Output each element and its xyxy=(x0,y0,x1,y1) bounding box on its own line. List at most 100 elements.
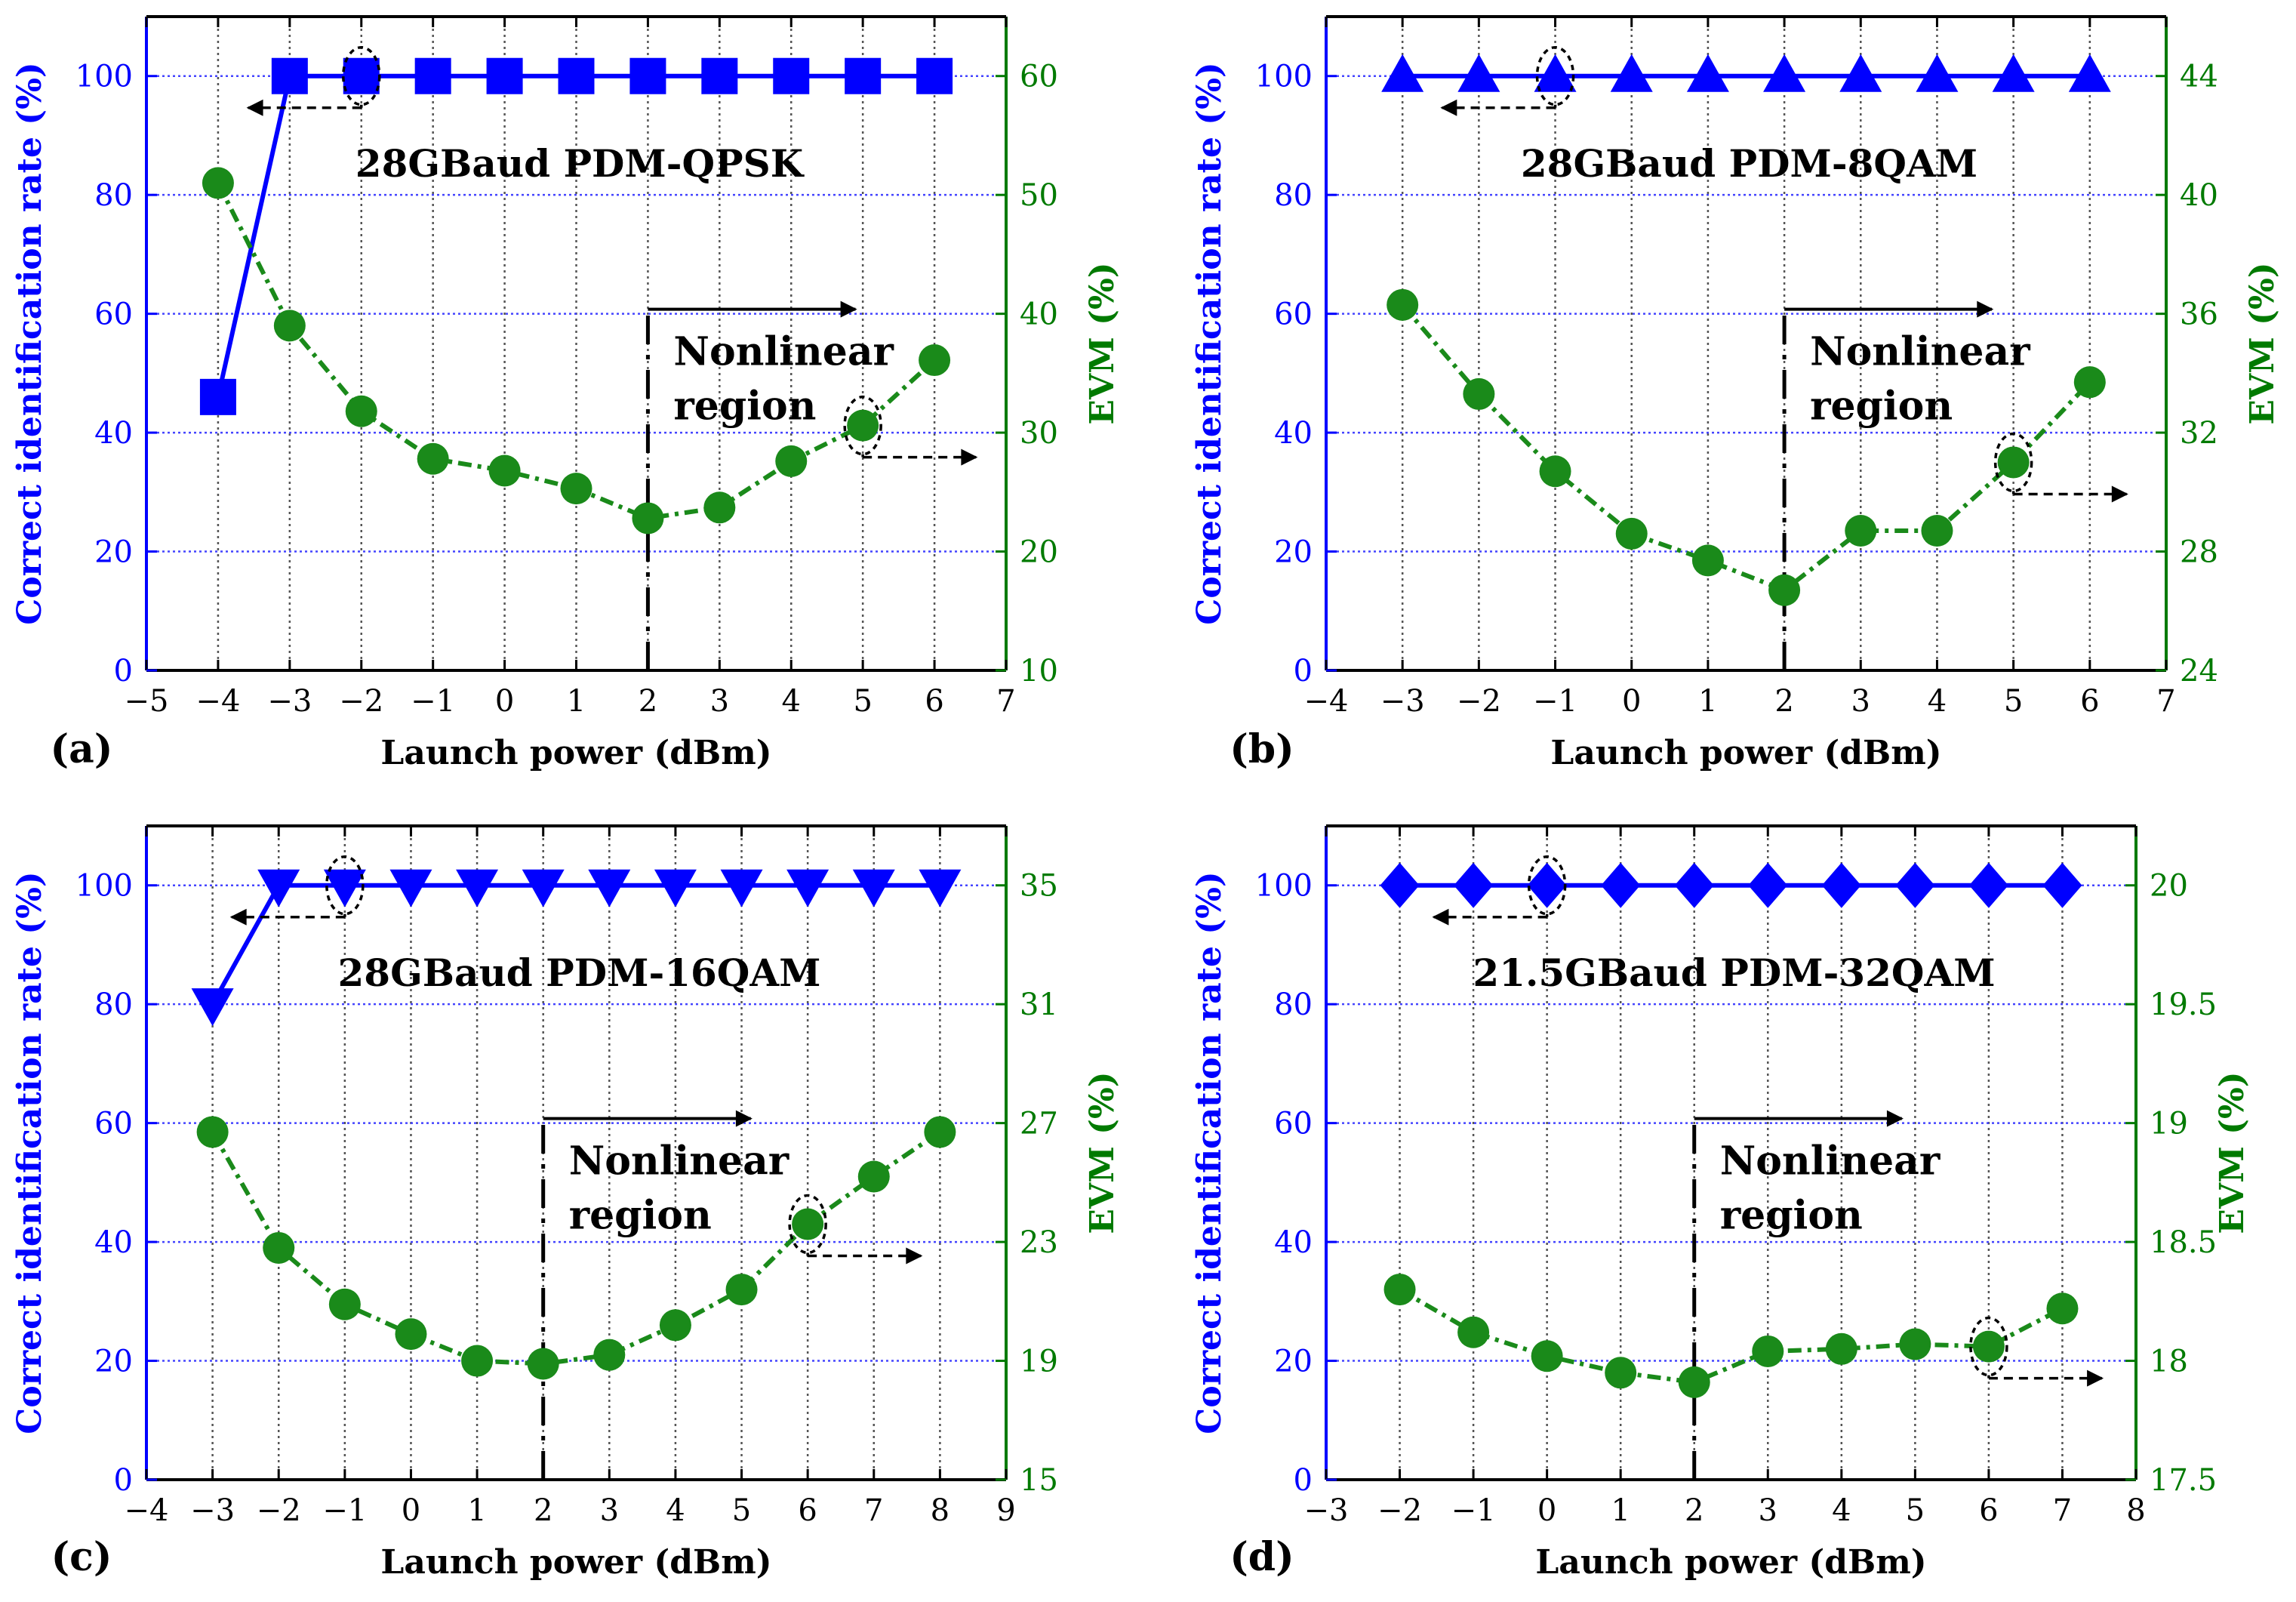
rate-point-11 xyxy=(919,869,962,907)
x-tick-label: −2 xyxy=(257,1493,301,1528)
evm-point-5 xyxy=(527,1348,559,1380)
x-tick-label: −2 xyxy=(1457,684,1501,719)
rate-point-0 xyxy=(199,378,236,415)
y-left-tick-label: 80 xyxy=(1274,178,1313,213)
y-left-tick-label: 80 xyxy=(1274,987,1313,1022)
rate-point-2 xyxy=(1527,862,1567,908)
rate-point-1 xyxy=(1454,862,1494,908)
y-right-tick-label: 23 xyxy=(1020,1225,1058,1260)
y-left-tick-label: 0 xyxy=(114,1463,133,1498)
evm-point-9 xyxy=(2073,366,2106,399)
x-tick-label: −4 xyxy=(195,684,240,719)
rate-point-0 xyxy=(1380,862,1420,908)
y-left-axis-label: Correct identification rate (%) xyxy=(11,871,49,1434)
evm-point-3 xyxy=(417,442,449,475)
y-left-axis-label: Correct identification rate (%) xyxy=(1190,871,1229,1434)
x-tick-label: 3 xyxy=(1851,684,1870,719)
y-left-tick-label: 40 xyxy=(1274,416,1313,451)
x-tick-label: −1 xyxy=(1451,1493,1496,1528)
rate-point-2 xyxy=(1534,54,1577,92)
x-tick-label: 3 xyxy=(600,1493,619,1528)
x-tick-label: −2 xyxy=(1377,1493,1422,1528)
x-axis-label: Launch power (dBm) xyxy=(380,734,771,772)
y-right-axis-label: EVM (%) xyxy=(2243,262,2282,424)
panel-label: (c) xyxy=(51,1534,112,1580)
evm-point-8 xyxy=(1972,1330,2005,1363)
evm-point-0 xyxy=(1383,1274,1416,1306)
evm-point-8 xyxy=(775,445,808,477)
x-axis-label: Launch power (dBm) xyxy=(1535,1543,1926,1582)
y-left-tick-label: 40 xyxy=(1274,1225,1313,1260)
x-tick-label: 2 xyxy=(1774,684,1793,719)
rate-point-1 xyxy=(271,57,308,94)
panel-a: −5 −4 −3 −2 −1 0 1 2 3 4 5 6 7 0 20 40 60 80 100 10 20 30 40 50… xyxy=(11,15,1122,772)
y-right-tick-label: 36 xyxy=(2180,297,2218,332)
y-left-tick-label: 60 xyxy=(1274,297,1313,332)
evm-point-2 xyxy=(328,1288,361,1320)
y-left-tick-label: 100 xyxy=(1255,60,1313,94)
rate-point-10 xyxy=(852,869,895,907)
y-right-tick-label: 40 xyxy=(2180,178,2218,213)
evm-series-line xyxy=(1399,1287,2064,1385)
evm-point-6 xyxy=(1845,514,1877,547)
left-axis-indicator-ellipse xyxy=(325,855,365,916)
x-tick-label: 5 xyxy=(732,1493,751,1528)
rate-point-5 xyxy=(522,869,565,907)
x-tick-label: 8 xyxy=(931,1493,949,1528)
nonlinear-label-1: Nonlinear xyxy=(569,1138,789,1185)
rate-point-0 xyxy=(1381,54,1424,92)
evm-point-8 xyxy=(1997,446,2030,479)
nonlinear-label-1: Nonlinear xyxy=(673,329,894,375)
evm-point-9 xyxy=(847,409,879,442)
x-tick-label: −4 xyxy=(125,1493,169,1528)
x-tick-label: 1 xyxy=(1698,684,1717,719)
right-axis-indicator-ellipse xyxy=(1969,1316,2008,1377)
y-right-tick-label: 20 xyxy=(1020,535,1058,570)
evm-point-4 xyxy=(488,454,521,487)
x-tick-label: 2 xyxy=(639,684,657,719)
y-right-tick-label: 17.5 xyxy=(2150,1463,2217,1498)
rate-point-6 xyxy=(629,57,666,94)
right-axis-indicator-ellipse xyxy=(843,395,882,456)
y-right-tick-label: 24 xyxy=(2180,654,2218,689)
evm-point-6 xyxy=(1825,1332,1857,1365)
x-tick-label: 7 xyxy=(996,684,1015,719)
y-left-tick-label: 100 xyxy=(75,60,133,94)
chart-title: 28GBaud PDM-QPSK xyxy=(355,141,805,186)
evm-point-7 xyxy=(703,491,736,524)
y-right-tick-label: 50 xyxy=(1020,178,1058,213)
x-axis-label: Launch power (dBm) xyxy=(1550,734,1941,772)
panel-label: (d) xyxy=(1230,1534,1294,1580)
x-tick-label: −3 xyxy=(1380,684,1425,719)
x-tick-label: 3 xyxy=(710,684,729,719)
y-right-tick-label: 19 xyxy=(1020,1345,1058,1379)
y-left-tick-label: 100 xyxy=(1255,869,1313,904)
rate-point-1 xyxy=(257,869,300,907)
evm-point-5 xyxy=(1768,574,1801,606)
y-right-tick-label: 28 xyxy=(2180,535,2218,570)
evm-point-5 xyxy=(1752,1335,1784,1367)
y-right-tick-label: 15 xyxy=(1020,1463,1058,1498)
rate-point-8 xyxy=(1968,862,2008,908)
y-right-tick-label: 19.5 xyxy=(2150,987,2217,1022)
evm-point-0 xyxy=(1387,288,1419,321)
x-tick-label: 3 xyxy=(1759,1493,1777,1528)
evm-point-3 xyxy=(1605,1357,1637,1389)
evm-point-4 xyxy=(1678,1366,1710,1398)
x-tick-label: −1 xyxy=(1533,684,1577,719)
y-right-tick-label: 31 xyxy=(1020,987,1058,1022)
panel-label: (b) xyxy=(1230,726,1294,772)
x-tick-label: 4 xyxy=(1832,1493,1851,1528)
y-right-tick-label: 32 xyxy=(2180,416,2218,451)
y-right-tick-label: 10 xyxy=(1020,654,1058,689)
x-tick-label: 1 xyxy=(467,1493,486,1528)
y-left-tick-label: 40 xyxy=(94,416,133,451)
y-right-tick-label: 27 xyxy=(1020,1107,1058,1141)
y-left-tick-label: 60 xyxy=(94,297,133,332)
y-left-axis-label: Correct identification rate (%) xyxy=(11,62,49,624)
y-right-axis-label: EVM (%) xyxy=(1083,262,1122,424)
evm-point-10 xyxy=(857,1160,890,1193)
evm-point-3 xyxy=(395,1318,427,1351)
x-axis-label: Launch power (dBm) xyxy=(380,1543,771,1582)
